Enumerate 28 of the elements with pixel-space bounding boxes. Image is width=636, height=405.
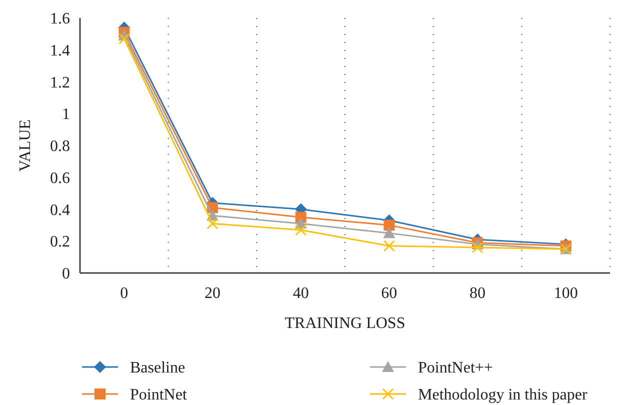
x-tick-label: 20 bbox=[204, 285, 220, 302]
y-tick-label: 1.6 bbox=[50, 10, 70, 28]
legend-label: PointNet bbox=[130, 386, 188, 404]
x-tick-label: 0 bbox=[120, 285, 128, 302]
y-tick-label: 1 bbox=[62, 106, 70, 124]
y-tick-label: 1.4 bbox=[50, 42, 70, 60]
point bbox=[384, 220, 395, 231]
y-tick-label: 1.2 bbox=[50, 74, 70, 92]
point bbox=[383, 227, 396, 238]
y-tick-label: 0.4 bbox=[50, 202, 70, 219]
legend-label: PointNet++ bbox=[418, 360, 493, 377]
point bbox=[472, 242, 484, 254]
y-tick-label: 0.6 bbox=[50, 170, 70, 187]
point bbox=[118, 32, 130, 44]
point bbox=[295, 224, 307, 236]
x-tick-label: 40 bbox=[292, 285, 309, 302]
x-axis-title: TRAINING LOSS bbox=[284, 315, 406, 332]
x-tick-label: 100 bbox=[554, 285, 578, 302]
point bbox=[383, 240, 395, 252]
y-axis-title: VALUE bbox=[17, 119, 34, 172]
point bbox=[206, 218, 218, 230]
x-tick-label: 80 bbox=[470, 285, 486, 302]
legend-label: Methodology in this paper bbox=[418, 386, 588, 404]
y-tick-label: 0.8 bbox=[50, 138, 70, 156]
x-tick-label: 60 bbox=[381, 285, 398, 302]
legend-label: Baseline bbox=[130, 360, 186, 377]
y-tick-label: 0.2 bbox=[50, 234, 70, 251]
y-tick-label: 0 bbox=[62, 266, 70, 283]
